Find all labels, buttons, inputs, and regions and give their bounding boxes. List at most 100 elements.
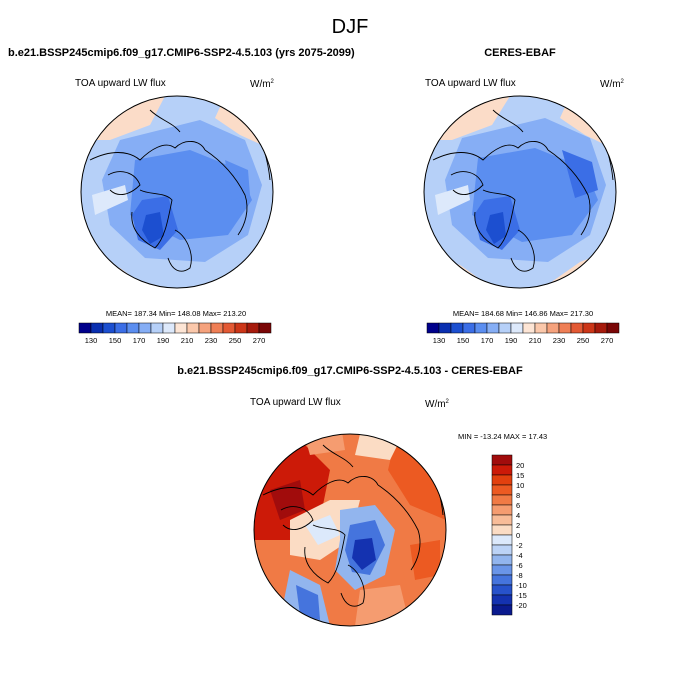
colorbar-swatch — [210, 322, 224, 334]
colorbar-tick-label: -6 — [516, 561, 523, 570]
colorbar-tick-label: 230 — [553, 336, 566, 345]
colorbar-swatch — [491, 504, 513, 516]
colorbar-tick-label: 230 — [205, 336, 218, 345]
page-title: DJF — [332, 16, 369, 38]
colorbar-swatch — [491, 554, 513, 566]
stats-text: MIN = -13.24 MAX = 17.43 — [458, 432, 547, 441]
colorbar-swatch — [498, 322, 512, 334]
units-label: W/m2 — [600, 79, 625, 90]
panel-obs: CERES-EBAF TOA upward LW flux W/m2 — [423, 47, 625, 345]
colorbar-swatch — [491, 534, 513, 546]
colorbar-swatch — [491, 574, 513, 586]
colorbar-tick-label: 250 — [577, 336, 590, 345]
colorbar-tick-label: 170 — [133, 336, 146, 345]
variable-label: TOA upward LW flux — [250, 397, 341, 408]
colorbar-swatch — [426, 322, 440, 334]
colorbar-swatch — [491, 594, 513, 606]
colorbar-swatch — [150, 322, 164, 334]
variable-label: TOA upward LW flux — [425, 78, 516, 89]
colorbar-swatch — [558, 322, 572, 334]
colorbar-swatch — [486, 322, 500, 334]
colorbar-swatch — [114, 322, 128, 334]
colorbar-swatch — [90, 322, 104, 334]
colorbar-swatch — [258, 322, 272, 334]
colorbar-tick-label: 150 — [457, 336, 470, 345]
colorbar-swatch — [594, 322, 608, 334]
colorbar-swatch — [102, 322, 116, 334]
colorbar-swatch — [491, 484, 513, 496]
colorbar-tick-label: 170 — [481, 336, 494, 345]
colorbar-swatch — [450, 322, 464, 334]
colorbar-swatch — [222, 322, 236, 334]
colorbar-swatch — [491, 464, 513, 476]
colorbar-swatch — [491, 604, 513, 616]
polar-map — [423, 95, 617, 289]
colorbar-tick-label: -20 — [516, 601, 527, 610]
colorbar-tick-label: 270 — [601, 336, 614, 345]
colorbar-tick-label: 130 — [433, 336, 446, 345]
colorbar-swatch — [186, 322, 200, 334]
polar-map — [253, 433, 447, 627]
colorbar: 130 150 170 190 210 230 250 270 — [426, 322, 620, 345]
colorbar-tick-label: -15 — [516, 591, 527, 600]
colorbar-tick-label: 130 — [85, 336, 98, 345]
colorbar-swatch — [491, 514, 513, 526]
colorbar-tick-label: 210 — [181, 336, 194, 345]
colorbar-tick-label: 2 — [516, 521, 520, 530]
colorbar-tick-label: 8 — [516, 491, 520, 500]
colorbar-swatch — [510, 322, 524, 334]
panel-heading: CERES-EBAF — [484, 47, 556, 59]
colorbar-tick-label: 210 — [529, 336, 542, 345]
colorbar-swatch — [234, 322, 248, 334]
colorbar-tick-label: -10 — [516, 581, 527, 590]
stats-text: MEAN= 184.68 Min= 146.86 Max= 217.30 — [453, 309, 593, 318]
colorbar-swatch — [198, 322, 212, 334]
colorbar-tick-label: 15 — [516, 471, 524, 480]
colorbar-swatch — [491, 564, 513, 576]
colorbar-swatch — [246, 322, 260, 334]
panel-heading: b.e21.BSSP245cmip6.f09_g17.CMIP6-SSP2-4.… — [8, 47, 355, 59]
colorbar-swatch — [491, 544, 513, 556]
colorbar-tick-label: -2 — [516, 541, 523, 550]
colorbar-tick-label: 20 — [516, 461, 524, 470]
colorbar-tick-label: -4 — [516, 551, 523, 560]
colorbar-tick-label: 150 — [109, 336, 122, 345]
units-label: W/m2 — [250, 79, 275, 90]
colorbar-swatch — [174, 322, 188, 334]
colorbar-swatch — [534, 322, 548, 334]
colorbar-swatch — [474, 322, 488, 334]
units-label: W/m2 — [425, 399, 450, 410]
stats-text: MEAN= 187.34 Min= 148.08 Max= 213.20 — [106, 309, 246, 318]
colorbar-swatch — [162, 322, 176, 334]
colorbar-tick-label: -8 — [516, 571, 523, 580]
colorbar-tick-label: 190 — [157, 336, 170, 345]
colorbar: 130 150 170 190 210 230 250 270 — [78, 322, 272, 345]
colorbar-swatch — [462, 322, 476, 334]
panel-heading: b.e21.BSSP245cmip6.f09_g17.CMIP6-SSP2-4.… — [177, 365, 523, 377]
colorbar-tick-label: 6 — [516, 501, 520, 510]
colorbar-swatch — [491, 584, 513, 596]
colorbar-swatch — [491, 454, 513, 466]
colorbar-tick-label: 250 — [229, 336, 242, 345]
panel-diff: b.e21.BSSP245cmip6.f09_g17.CMIP6-SSP2-4.… — [177, 365, 547, 627]
colorbar-swatch — [138, 322, 152, 334]
colorbar-swatch — [438, 322, 452, 334]
colorbar-tick-label: 0 — [516, 531, 520, 540]
variable-label: TOA upward LW flux — [75, 78, 166, 89]
colorbar-swatch — [491, 474, 513, 486]
colorbar-tick-label: 4 — [516, 511, 520, 520]
colorbar-tick-label: 190 — [505, 336, 518, 345]
colorbar-swatch — [546, 322, 560, 334]
colorbar-swatch — [491, 494, 513, 506]
colorbar-tick-label: 270 — [253, 336, 266, 345]
colorbar-swatch — [126, 322, 140, 334]
colorbar-swatch — [606, 322, 620, 334]
colorbar-swatch — [491, 524, 513, 536]
colorbar-swatch — [522, 322, 536, 334]
colorbar-swatch — [582, 322, 596, 334]
panel-model: b.e21.BSSP245cmip6.f09_g17.CMIP6-SSP2-4.… — [8, 47, 355, 345]
colorbar-swatch — [570, 322, 584, 334]
colorbar-tick-label: 10 — [516, 481, 524, 490]
